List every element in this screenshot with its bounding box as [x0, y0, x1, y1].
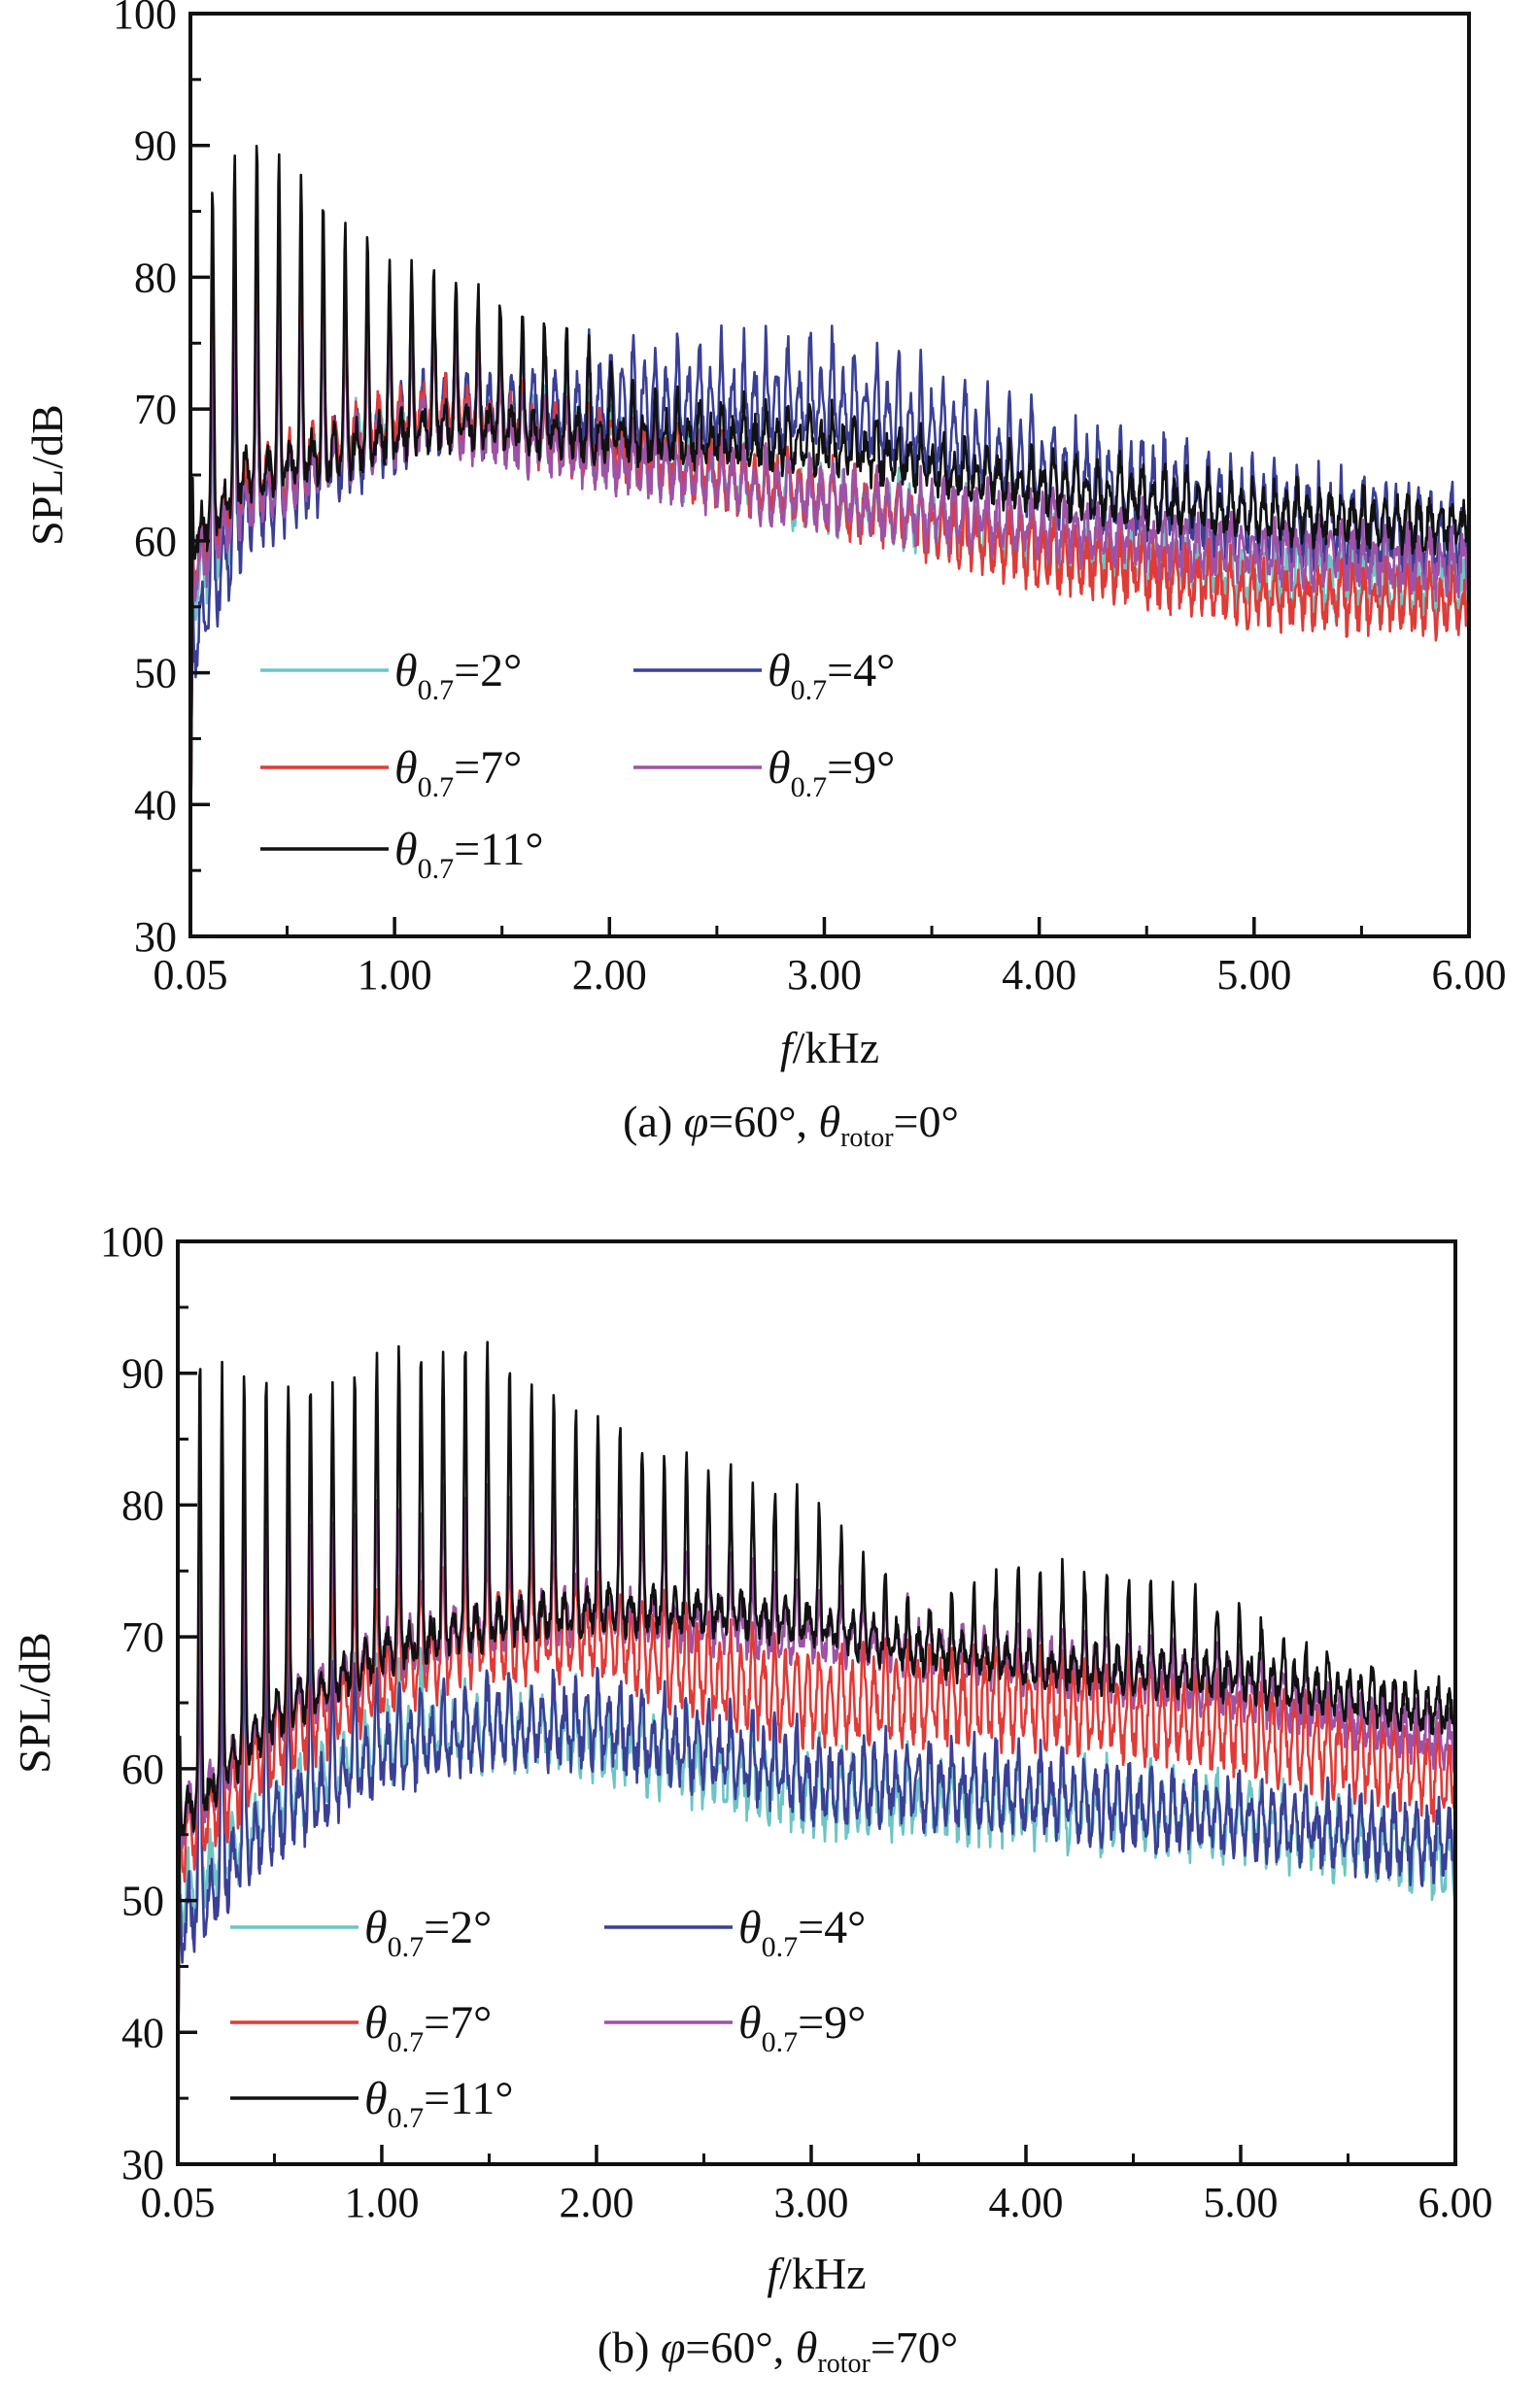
plot-area	[190, 145, 1469, 884]
legend-label: θ0.7=2°	[364, 1902, 492, 1963]
y-tick-label: 70	[121, 1613, 164, 1661]
x-tick-label: 5.00	[1203, 2179, 1278, 2226]
y-tick-label: 90	[121, 1350, 164, 1398]
y-axis-title: SPL/dB	[22, 404, 72, 546]
series-line-11deg	[190, 145, 1469, 884]
y-tick-label: 30	[121, 2141, 164, 2188]
legend-label: θ0.7=9°	[768, 742, 895, 803]
legend-item: θ0.7=11°	[230, 2073, 514, 2134]
y-tick-label: 50	[134, 650, 177, 697]
legend-item: θ0.7=9°	[633, 742, 895, 803]
plot-area	[178, 1340, 1455, 2112]
x-tick-label: 6.00	[1432, 951, 1507, 999]
x-tick-label: 2.00	[559, 2179, 633, 2226]
legend-label: θ0.7=9°	[738, 1997, 866, 2058]
legend-item: θ0.7=9°	[604, 1997, 866, 2058]
x-tick-label: 1.00	[344, 2179, 419, 2226]
legend-item: θ0.7=2°	[260, 645, 522, 706]
y-tick-label: 80	[121, 1481, 164, 1529]
chart-panel-a: 30 40 50 60 70 80 90 100 0.05 1.00 2.00 3.00 4.00 5.0…	[22, 0, 1507, 1153]
y-tick-label: 100	[113, 0, 177, 38]
x-tick-label: 4.00	[988, 2179, 1063, 2226]
legend-item: θ0.7=4°	[604, 1902, 866, 1963]
legend-item: θ0.7=7°	[230, 1997, 492, 2058]
y-tick-label: 90	[134, 122, 177, 170]
y-axis-title: SPL/dB	[10, 1632, 59, 1774]
series-line-4deg	[178, 1624, 1455, 2112]
y-tick-label: 80	[134, 254, 177, 301]
x-tick-label: 0.05	[154, 951, 228, 999]
x-tick-label: 6.00	[1418, 2179, 1493, 2226]
x-axis-title: f/kHz	[767, 2249, 866, 2298]
x-axis-title: f/kHz	[780, 1023, 879, 1072]
y-tick-label: 30	[134, 913, 177, 961]
series-line-11deg	[178, 1340, 1455, 2112]
legend: θ0.7=2° θ0.7=4° θ0.7=7° θ0.7=9° θ0.7=11°	[260, 645, 895, 885]
panel-caption: (a) φ=60°, θrotor=0°	[623, 1097, 959, 1153]
x-tick-label: 1.00	[358, 951, 432, 999]
legend-label: θ0.7=7°	[394, 742, 522, 803]
y-tick-label: 70	[134, 386, 177, 433]
legend-item: θ0.7=7°	[260, 742, 522, 803]
legend-label: θ0.7=4°	[768, 645, 895, 706]
legend-label: θ0.7=11°	[394, 824, 544, 885]
y-tick-label: 40	[121, 2009, 164, 2056]
series-line-7deg	[178, 1513, 1455, 2112]
x-tick-label: 3.00	[787, 951, 862, 999]
legend-item: θ0.7=2°	[230, 1902, 492, 1963]
panel-caption: (b) φ=60°, θrotor=70°	[598, 2323, 958, 2379]
x-tick-label: 4.00	[1002, 951, 1076, 999]
legend-label: θ0.7=7°	[364, 1997, 492, 2058]
x-tick-label: 0.05	[141, 2179, 216, 2226]
y-tick-label: 60	[134, 518, 177, 565]
legend-label: θ0.7=2°	[394, 645, 522, 706]
x-tick-label: 5.00	[1216, 951, 1291, 999]
y-tick-label: 50	[121, 1878, 164, 1925]
legend-item: θ0.7=4°	[633, 645, 895, 706]
legend: θ0.7=2° θ0.7=4° θ0.7=7° θ0.7=9° θ0.7=11°	[230, 1902, 866, 2134]
y-tick-label: 40	[134, 781, 177, 829]
legend-label: θ0.7=4°	[738, 1902, 866, 1963]
x-tick-label: 2.00	[572, 951, 647, 999]
y-tick-label: 60	[121, 1746, 164, 1793]
legend-item: θ0.7=11°	[260, 824, 544, 885]
x-tick-label: 3.00	[773, 2179, 848, 2226]
y-tick-label: 100	[100, 1218, 164, 1266]
legend-label: θ0.7=11°	[364, 2073, 514, 2134]
chart-panel-b: 30 40 50 60 70 80 90 100 0.05 1.00 2.00 3.00 4.00 5.0…	[10, 1218, 1493, 2379]
